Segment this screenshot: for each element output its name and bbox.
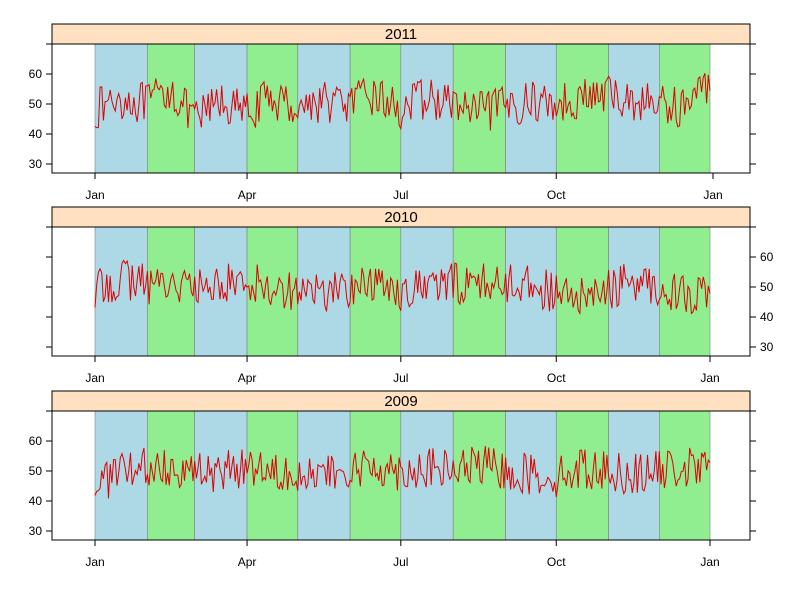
band-Dec <box>659 410 711 541</box>
y-tick-label: 30 <box>760 340 774 354</box>
x-tick-label: Jan <box>700 371 719 385</box>
x-tick-label: Jan <box>85 555 104 569</box>
x-tick-label: Jan <box>85 188 104 202</box>
x-tick-label: Jul <box>393 188 408 202</box>
band-Jun <box>349 226 402 357</box>
panel-title: 2010 <box>384 209 417 226</box>
x-tick-label: Apr <box>238 371 257 385</box>
x-tick-label: Oct <box>547 555 566 569</box>
band-Nov <box>608 226 660 357</box>
band-Jun <box>349 43 402 174</box>
panel-title: 2011 <box>385 26 417 43</box>
y-tick-label: 60 <box>29 67 43 81</box>
band-Oct <box>555 226 609 357</box>
x-tick-label: Apr <box>238 555 257 569</box>
band-May <box>297 410 351 541</box>
y-tick-label: 60 <box>29 434 43 448</box>
band-May <box>297 43 351 174</box>
band-Nov <box>608 43 660 174</box>
x-tick-label: Oct <box>547 188 566 202</box>
y-tick-label: 40 <box>760 310 774 324</box>
panel-2010: 2010 30 40 50 60 Jan Apr Jul Oct Jan <box>46 206 774 385</box>
band-Sep <box>505 226 557 357</box>
band-Feb <box>147 226 195 357</box>
x-tick-label: Jan <box>700 555 719 569</box>
y-tick-label: 30 <box>29 157 43 171</box>
band-Jan <box>94 226 148 357</box>
y-tick-label: 60 <box>760 250 774 264</box>
panel-title: 2009 <box>384 393 417 410</box>
x-tick-label: Jul <box>393 371 408 385</box>
band-Mar <box>194 410 248 541</box>
band-Feb <box>147 410 195 541</box>
y-tick-label: 50 <box>760 280 774 294</box>
series-line <box>94 445 711 499</box>
band-Feb <box>147 43 195 174</box>
x-tick-label: Jul <box>393 555 408 569</box>
y-tick-label: 50 <box>29 464 43 478</box>
band-Oct <box>555 43 609 174</box>
y-tick-label: 40 <box>29 127 43 141</box>
y-tick-label: 50 <box>29 97 43 111</box>
x-tick-label: Apr <box>238 188 257 202</box>
band-Sep <box>505 410 557 541</box>
series-line <box>94 259 711 316</box>
band-Dec <box>659 226 711 357</box>
y-tick-label: 30 <box>29 524 43 538</box>
x-tick-label: Oct <box>547 371 566 385</box>
x-tick-label: Jan <box>85 371 104 385</box>
x-tick-label: Jan <box>703 188 722 202</box>
panel-2011: 2011 30 40 50 60 Jan Apr Jul Oct Jan <box>29 23 756 202</box>
series-line <box>94 73 711 131</box>
y-tick-label: 40 <box>29 494 43 508</box>
panel-2009: 2009 30 40 50 60 Jan Apr Jul Oct Jan <box>29 390 756 569</box>
